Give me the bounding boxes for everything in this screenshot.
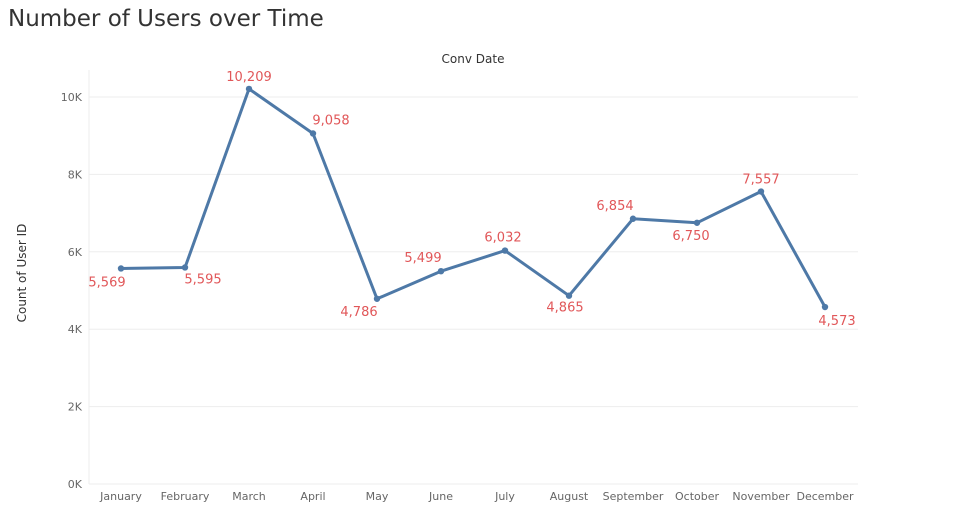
data-label: 5,595: [184, 272, 221, 287]
data-label: 10,209: [226, 70, 272, 85]
x-tick-label: August: [550, 490, 589, 503]
y-tick-label: 0K: [68, 478, 83, 491]
x-tick-label: January: [99, 490, 142, 503]
data-labels: 5,569 5,595 10,209 9,058 4,786 5,499 6,032 4,86…: [88, 70, 855, 329]
x-tick-label: September: [603, 490, 664, 503]
data-point: [117, 265, 125, 272]
x-tick-label: October: [675, 490, 719, 503]
data-label: 5,499: [404, 251, 441, 266]
y-tick-label: 6K: [68, 246, 83, 259]
gridlines: [88, 70, 858, 485]
data-point: [821, 303, 829, 311]
x-tick-label: March: [232, 490, 266, 503]
x-tick-label: June: [428, 490, 453, 503]
chart-title: Number of Users over Time: [8, 6, 324, 32]
data-point: [373, 295, 381, 302]
data-label: 7,557: [742, 173, 779, 188]
data-label: 6,032: [484, 231, 521, 246]
x-axis-ticks: January February March April May June July Augu…: [99, 490, 854, 503]
data-point: [245, 85, 253, 93]
x-tick-label: July: [494, 490, 515, 503]
column-header: Conv Date: [442, 52, 505, 66]
data-label: 6,750: [672, 229, 709, 244]
data-point: [757, 188, 765, 195]
data-label: 6,854: [596, 199, 633, 214]
x-tick-label: April: [300, 490, 325, 503]
y-axis-label: Count of User ID: [15, 224, 29, 323]
data-point: [693, 219, 701, 226]
y-tick-label: 10K: [61, 91, 83, 104]
data-point: [437, 267, 445, 275]
data-label: 9,058: [312, 113, 349, 128]
x-tick-label: November: [732, 490, 790, 503]
data-point: [181, 264, 189, 271]
y-tick-label: 4K: [68, 323, 83, 336]
data-label: 5,569: [88, 275, 125, 290]
y-tick-label: 2K: [68, 401, 83, 414]
x-tick-label: December: [796, 490, 854, 503]
data-label: 4,865: [546, 301, 583, 316]
data-point: [629, 215, 637, 222]
x-tick-label: May: [366, 490, 389, 503]
data-label: 4,786: [340, 305, 377, 320]
data-point: [309, 130, 317, 137]
x-tick-label: February: [161, 490, 210, 503]
y-axis-ticks: 0K 2K 4K 6K 8K 10K: [61, 91, 83, 491]
series: [117, 85, 829, 311]
data-point: [565, 292, 573, 299]
y-tick-label: 8K: [68, 168, 83, 181]
data-label: 4,573: [818, 314, 855, 329]
data-point: [501, 247, 509, 254]
series-line: [119, 87, 827, 309]
